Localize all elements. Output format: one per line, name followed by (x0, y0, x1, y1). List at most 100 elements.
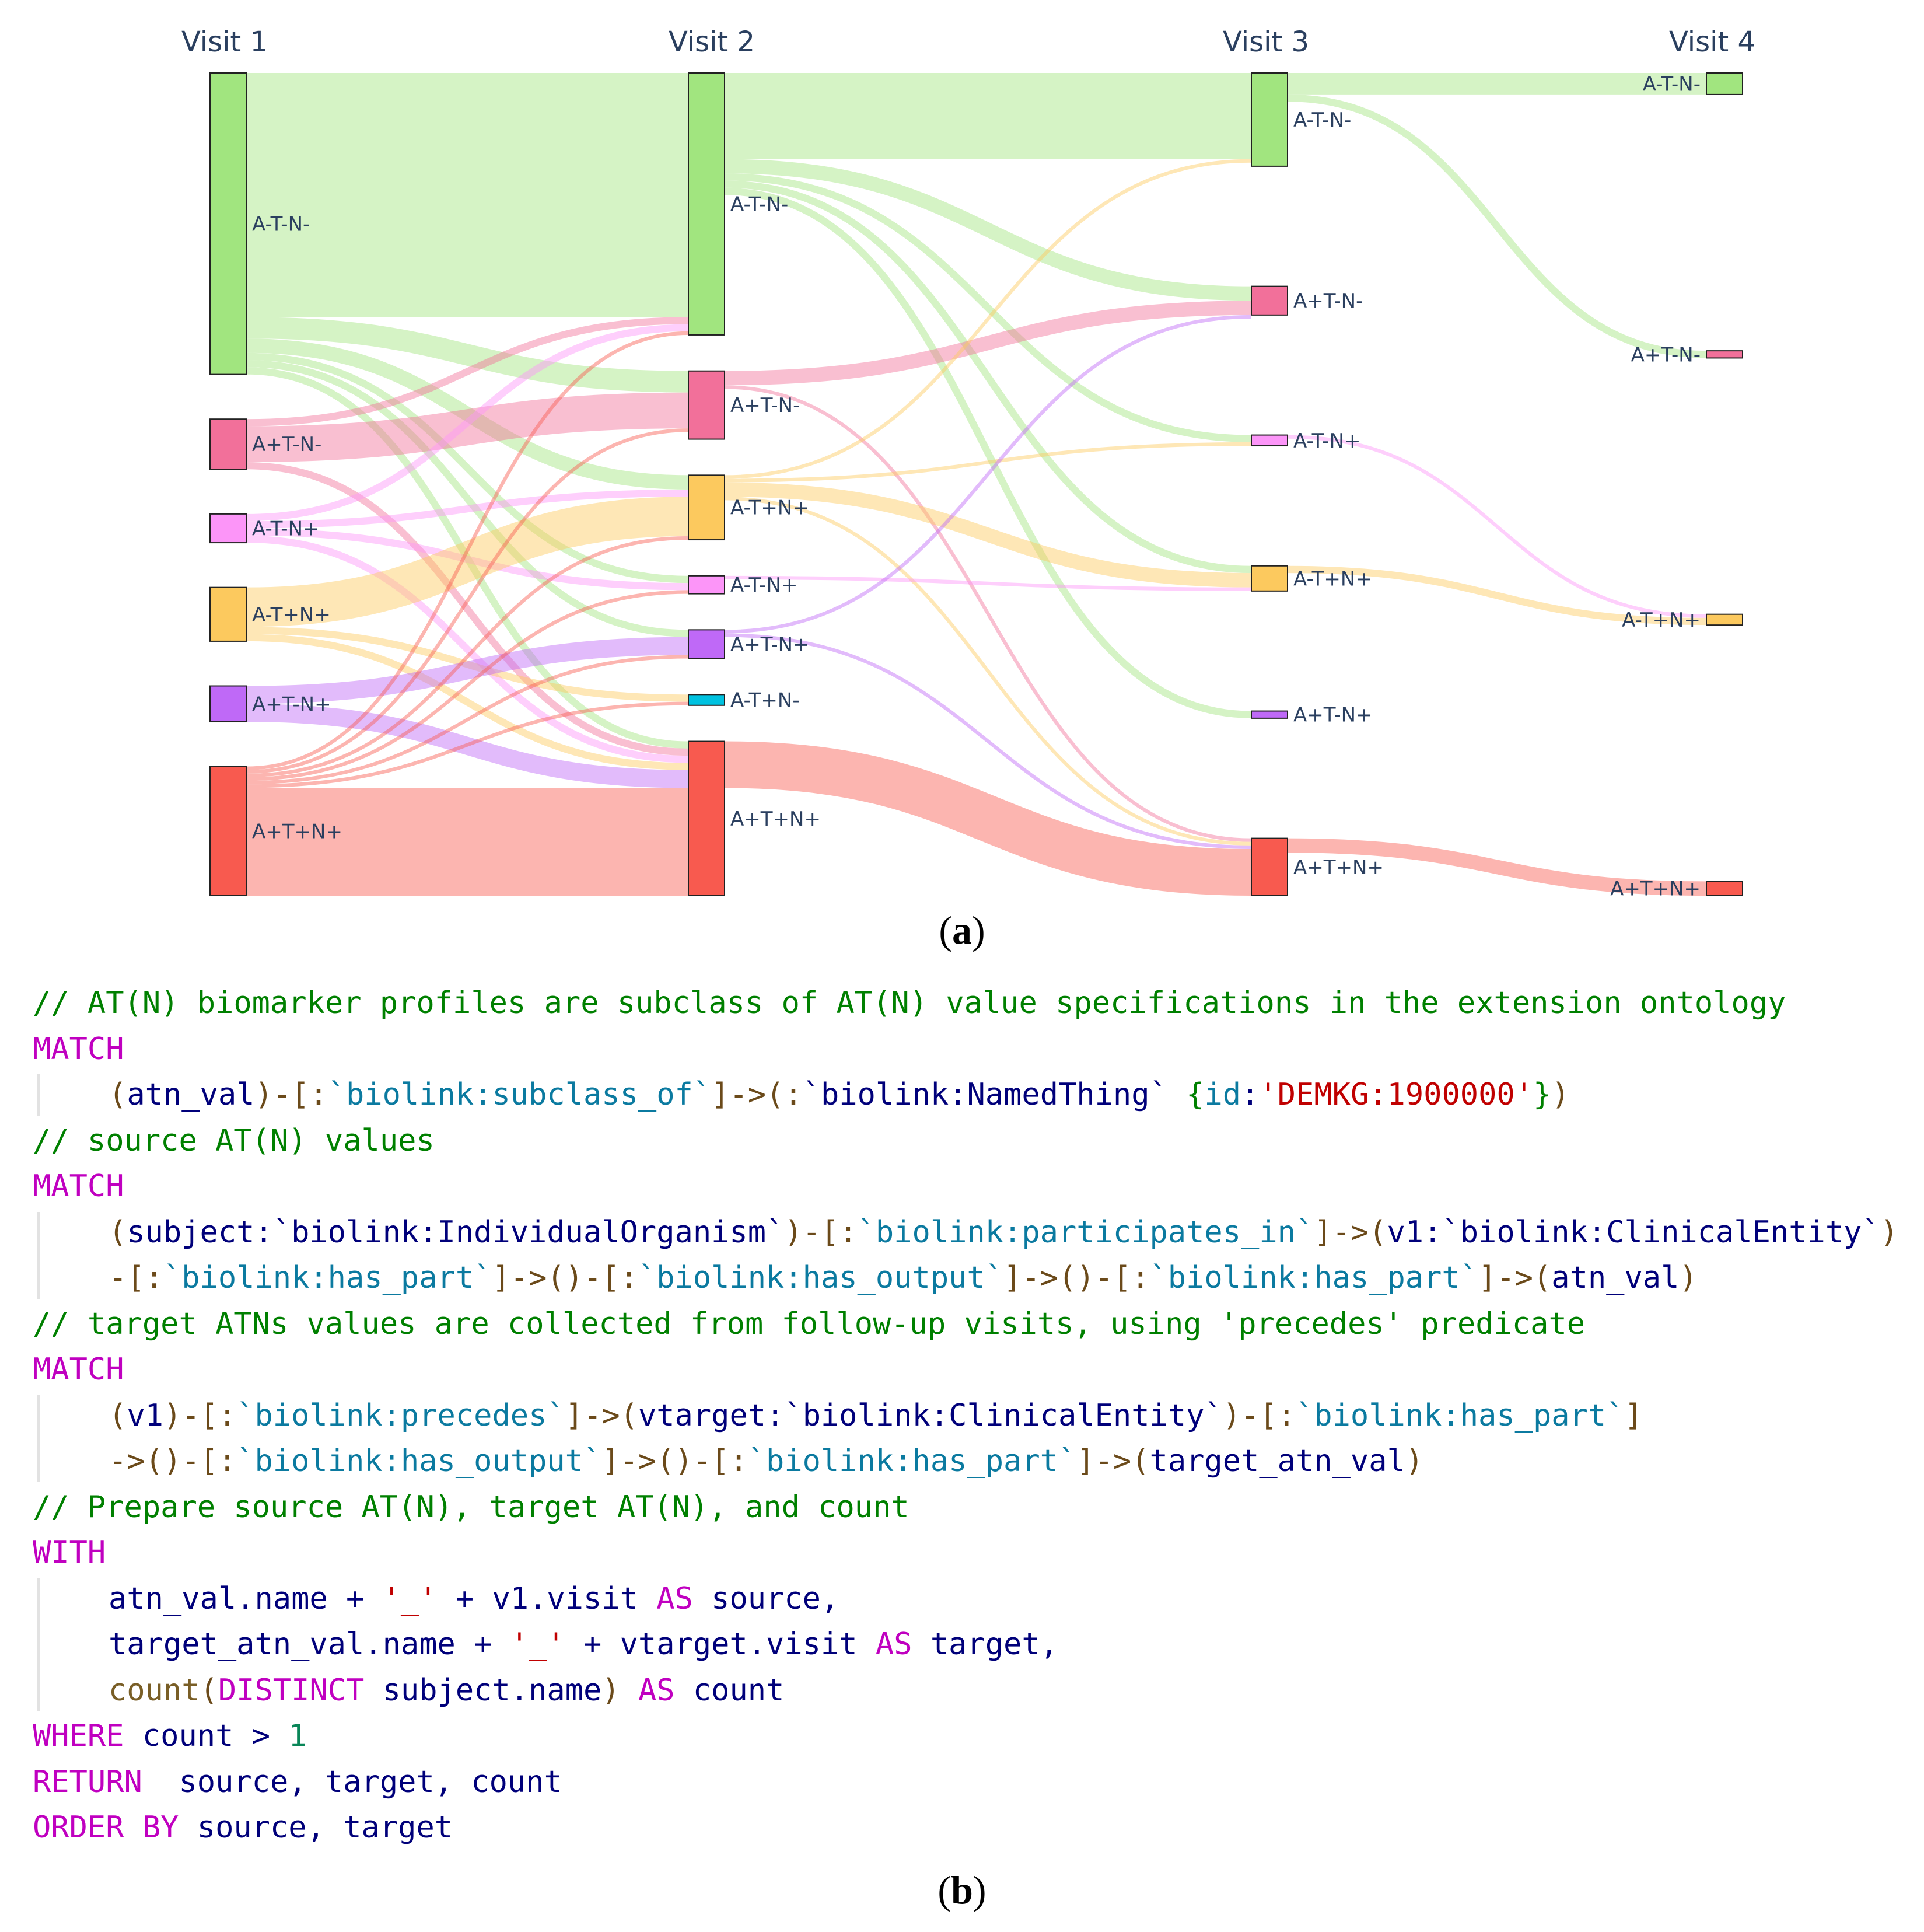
code-token: // AT(N) biomarker profiles are subclass… (33, 986, 1786, 1021)
code-token: `biolink:precedes` (236, 1398, 565, 1433)
caption-a-letter: a (952, 908, 972, 952)
code-token: 'DEMKG:1900000' (1259, 1077, 1534, 1112)
sankey-link (246, 655, 689, 785)
sankey-link (246, 392, 689, 462)
sankey-link (246, 536, 689, 778)
sankey-node-label: A+T-N+ (1293, 704, 1373, 727)
code-token: 1 (288, 1718, 307, 1753)
code-token: : (1241, 1077, 1260, 1112)
sankey-node (1251, 565, 1288, 592)
code-token: target, (912, 1627, 1058, 1662)
code-token: MATCH (33, 1169, 124, 1204)
code-line: // AT(N) biomarker profiles are subclass… (33, 980, 1786, 1026)
sankey-node (1251, 72, 1288, 167)
code-token: count > (124, 1718, 289, 1753)
code-token: // source AT(N) values (33, 1123, 435, 1158)
sankey-node-label: A-T+N+ (730, 497, 809, 520)
sankey-nodes (209, 72, 1743, 897)
code-token: // Prepare source AT(N), target AT(N), a… (33, 1489, 909, 1525)
sankey-node (688, 629, 725, 659)
code-line: MATCH (33, 1347, 124, 1392)
code-token: ) (601, 1672, 620, 1708)
code-token: ]->( (1478, 1260, 1552, 1295)
sankey-link (724, 315, 1252, 634)
sankey-node (209, 685, 247, 723)
sankey-node-label: A+T-N- (730, 394, 800, 417)
code-token: ]->()-[: (601, 1444, 748, 1479)
sankey-node-label: A+T-N+ (252, 693, 331, 716)
sankey-link (724, 633, 1252, 850)
code-line: // source AT(N) values (33, 1118, 435, 1164)
code-token: + vtarget.visit (565, 1627, 876, 1662)
sankey-node-label: A+T-N- (252, 433, 321, 456)
code-token: )-[: (163, 1398, 237, 1433)
code-token: `biolink:has_part` (1149, 1260, 1479, 1295)
sankey-node (1706, 350, 1743, 359)
code-token (620, 1673, 638, 1708)
code-token: ]->( (565, 1398, 638, 1433)
code-token: // target ATNs values are collected from… (33, 1306, 1586, 1341)
sankey-node-label: A-T-N+ (252, 517, 320, 540)
sankey-link (246, 360, 689, 637)
code-token: )-[: (1222, 1398, 1296, 1433)
code-token: source, target (179, 1810, 453, 1845)
code-token: ( (109, 1077, 127, 1112)
sankey-link (246, 528, 689, 591)
code-token: MATCH (33, 1352, 124, 1387)
code-line-indented: target_atn_val.name + '_' + vtarget.visi… (109, 1622, 1058, 1667)
sankey-node-label: A-T-N- (1293, 109, 1351, 132)
code-token: '_' (382, 1581, 438, 1616)
code-token: ]->( (1076, 1444, 1150, 1479)
sankey-link (246, 331, 689, 770)
code-token: atn_val.name + (109, 1581, 383, 1616)
code-token: WITH (33, 1535, 106, 1570)
sankey-node (1251, 285, 1288, 316)
sankey-link (246, 324, 689, 522)
sankey-link (1287, 435, 1707, 618)
code-line: ORDER BY source, target (33, 1805, 453, 1850)
sankey-node-label: A-T-N+ (1293, 429, 1361, 453)
code-line-indented: count(DISTINCT subject.name) AS count (109, 1668, 784, 1713)
code-token: `biolink:NamedThing` (802, 1077, 1168, 1112)
code-token: id (1204, 1077, 1241, 1112)
sankey-node-label: A-T-N- (252, 212, 310, 236)
sankey-node (688, 694, 725, 706)
sankey-link (246, 462, 689, 756)
sankey-node-label: A-T-N+ (730, 574, 798, 597)
caption-b-letter: b (951, 1868, 973, 1912)
code-token: source, (692, 1581, 839, 1616)
caption-a: (a) (939, 908, 985, 952)
code-line-indented: (atn_val)-[:`biolink:subclass_of`]->(:`b… (109, 1072, 1570, 1117)
code-token: v1 (127, 1398, 163, 1433)
code-token: subject.name (364, 1672, 602, 1708)
code-token: target_atn_val (1149, 1444, 1405, 1479)
sankey-link (246, 352, 689, 584)
caption-b: (b) (937, 1868, 987, 1912)
sankey-node (209, 586, 247, 642)
code-token: v1: (1387, 1214, 1442, 1250)
sankey-link (1287, 94, 1707, 358)
code-line-indented: ->()-[:`biolink:has_output`]->()-[:`biol… (109, 1438, 1423, 1484)
sankey-column-titles: Visit 1 Visit 2 Visit 3 Visit 4 (181, 26, 1755, 58)
sankey-link (246, 338, 689, 490)
code-token: atn_val (1551, 1260, 1680, 1295)
code-line: WITH (33, 1530, 106, 1575)
code-token: `biolink:subclass_of` (327, 1077, 712, 1112)
code-line-indented: (subject:`biolink:IndividualOrganism`)-[… (109, 1210, 1898, 1255)
code-token: ]->( (1314, 1214, 1387, 1250)
sankey-node-label: A+T-N- (1293, 289, 1363, 313)
sankey-node (209, 72, 247, 375)
sankey-node-label: A+T+N+ (730, 808, 821, 831)
sankey-node (688, 740, 725, 897)
sankey-node-label: A+T-N- (1631, 343, 1701, 366)
sankey-link (246, 704, 689, 788)
column-title: Visit 4 (1669, 26, 1755, 58)
sankey-link (724, 173, 1252, 442)
code-token: '_' (510, 1627, 565, 1662)
column-title: Visit 1 (181, 26, 268, 58)
sankey-link (724, 497, 1252, 846)
sankey-link (246, 637, 689, 704)
sankey-node (688, 575, 725, 595)
code-token: target_atn_val.name + (109, 1627, 510, 1662)
code-token: `biolink:has_part` (747, 1444, 1077, 1479)
